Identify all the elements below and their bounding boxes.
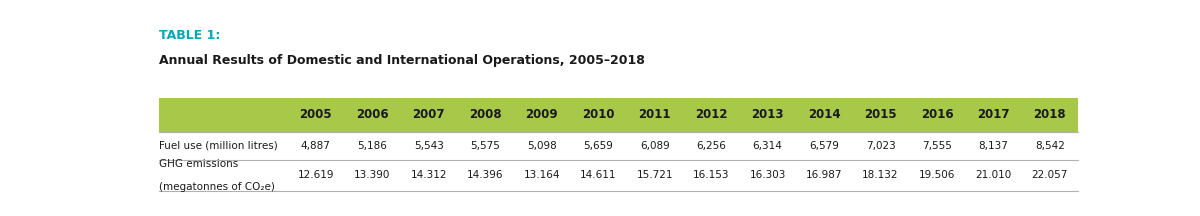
Text: 16.987: 16.987	[806, 170, 842, 180]
Text: 5,659: 5,659	[583, 141, 613, 151]
Text: 4,887: 4,887	[301, 141, 331, 151]
Text: 12.619: 12.619	[298, 170, 334, 180]
Text: 2016: 2016	[920, 108, 953, 121]
Text: 16.303: 16.303	[749, 170, 786, 180]
Text: 2007: 2007	[413, 108, 445, 121]
Text: 14.312: 14.312	[410, 170, 448, 180]
Text: 13.164: 13.164	[523, 170, 560, 180]
Text: 8,542: 8,542	[1034, 141, 1064, 151]
Text: 8,137: 8,137	[978, 141, 1008, 151]
Text: 6,089: 6,089	[640, 141, 670, 151]
Text: 2018: 2018	[1033, 108, 1067, 121]
Text: 22.057: 22.057	[1032, 170, 1068, 180]
Text: 2011: 2011	[638, 108, 671, 121]
Text: 19.506: 19.506	[919, 170, 955, 180]
Text: GHG emissions: GHG emissions	[160, 159, 239, 169]
Text: 2015: 2015	[864, 108, 896, 121]
Text: 21.010: 21.010	[976, 170, 1012, 180]
Text: 2006: 2006	[356, 108, 389, 121]
Text: (megatonnes of CO₂e): (megatonnes of CO₂e)	[160, 182, 275, 192]
Text: 2008: 2008	[469, 108, 502, 121]
Text: 2014: 2014	[808, 108, 840, 121]
Text: 2009: 2009	[526, 108, 558, 121]
Text: 18.132: 18.132	[863, 170, 899, 180]
Text: 2010: 2010	[582, 108, 614, 121]
Bar	[160, 98, 1078, 132]
Text: Fuel use (million litres): Fuel use (million litres)	[160, 141, 278, 151]
Text: 5,186: 5,186	[358, 141, 388, 151]
Text: TABLE 1:: TABLE 1:	[160, 29, 221, 42]
Text: 14.611: 14.611	[580, 170, 617, 180]
Text: Annual Results of Domestic and International Operations, 2005–2018: Annual Results of Domestic and Internati…	[160, 54, 646, 67]
Text: 16.153: 16.153	[692, 170, 730, 180]
Text: 14.396: 14.396	[467, 170, 504, 180]
Text: 5,543: 5,543	[414, 141, 444, 151]
Text: 5,575: 5,575	[470, 141, 500, 151]
Text: 13.390: 13.390	[354, 170, 390, 180]
Text: 2013: 2013	[751, 108, 784, 121]
Text: 7,555: 7,555	[922, 141, 952, 151]
Text: 15.721: 15.721	[636, 170, 673, 180]
Text: 6,256: 6,256	[696, 141, 726, 151]
Text: 7,023: 7,023	[865, 141, 895, 151]
Text: 6,314: 6,314	[752, 141, 782, 151]
Text: 5,098: 5,098	[527, 141, 557, 151]
Text: 2012: 2012	[695, 108, 727, 121]
Text: 6,579: 6,579	[809, 141, 839, 151]
Text: 2017: 2017	[977, 108, 1009, 121]
Text: 2005: 2005	[300, 108, 332, 121]
